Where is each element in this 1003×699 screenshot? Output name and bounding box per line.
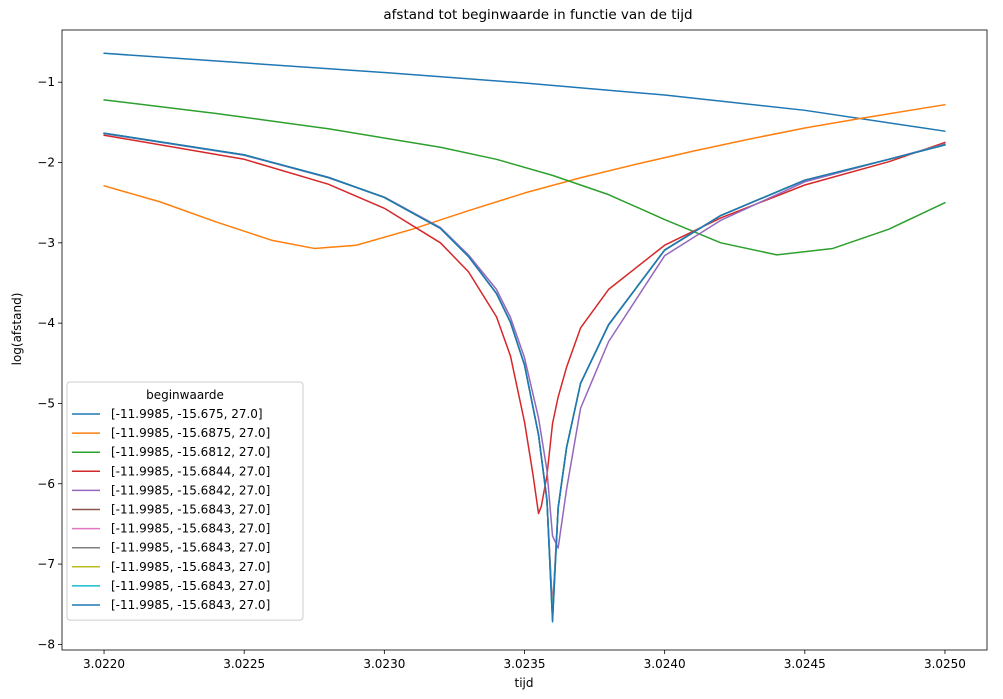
x-tick-label: 3.0220 [83, 657, 125, 671]
x-tick-label: 3.0240 [644, 657, 686, 671]
y-tick-label: −4 [37, 316, 55, 330]
legend-title: beginwaarde [146, 388, 224, 402]
series-line-2 [103, 103, 946, 250]
legend-item: [-11.9985, -15.6843, 27.0] [72, 579, 270, 593]
series-line-11 [103, 132, 946, 623]
legend-label: [-11.9985, -15.6843, 27.0] [111, 598, 270, 612]
legend-label: [-11.9985, -15.6812, 27.0] [111, 445, 270, 459]
y-tick-label: −3 [37, 236, 55, 250]
legend-item: [-11.9985, -15.6843, 27.0] [72, 541, 270, 555]
y-axis-label: log(afstand) [10, 293, 24, 366]
chart-title: afstand tot beginwaarde in functie van d… [383, 7, 692, 23]
y-axis: −8 −7 −6 −5 −4 −3 −2 −1 [37, 75, 62, 651]
y-tick-label: −1 [37, 75, 55, 89]
legend-item: [-11.9985, -15.6842, 27.0] [72, 483, 270, 497]
x-tick-label: 3.0235 [504, 657, 546, 671]
series-line-1 [103, 52, 946, 132]
legend-item: [-11.9985, -15.6875, 27.0] [72, 426, 270, 440]
legend-item: [-11.9985, -15.6812, 27.0] [72, 445, 270, 459]
legend-box [66, 381, 304, 621]
x-axis-label: tijd [515, 676, 534, 690]
series-line-3 [103, 99, 946, 256]
y-tick-label: −8 [37, 637, 55, 651]
legend-label: [-11.9985, -15.6844, 27.0] [111, 464, 270, 478]
x-axis: 3.0220 3.0225 3.0230 3.0235 3.0240 3.0245 3.02… [83, 650, 966, 671]
x-tick-label: 3.0245 [784, 657, 826, 671]
legend-label: [-11.9985, -15.6843, 27.0] [111, 560, 270, 574]
legend: beginwaarde [-11.9985, -15.675, 27.0] [-11… [66, 381, 304, 621]
y-tick-label: −5 [37, 396, 55, 410]
series-line-4 [103, 134, 946, 515]
legend-label: [-11.9985, -15.6842, 27.0] [111, 483, 270, 497]
legend-item: [-11.9985, -15.6843, 27.0] [72, 522, 270, 536]
legend-item: [-11.9985, -15.6843, 27.0] [72, 503, 270, 517]
plot-area [61, 29, 988, 651]
legend-label: [-11.9985, -15.6843, 27.0] [111, 503, 270, 517]
series-lines [103, 52, 946, 623]
x-tick-label: 3.0230 [363, 657, 405, 671]
legend-label: [-11.9985, -15.6843, 27.0] [111, 579, 270, 593]
legend-item: [-11.9985, -15.675, 27.0] [72, 407, 263, 421]
x-tick-label: 3.0225 [223, 657, 265, 671]
legend-label: [-11.9985, -15.6875, 27.0] [111, 426, 270, 440]
legend-label: [-11.9985, -15.6843, 27.0] [111, 522, 270, 536]
legend-label: [-11.9985, -15.675, 27.0] [111, 407, 263, 421]
y-tick-label: −2 [37, 156, 55, 170]
x-tick-label: 3.0250 [924, 657, 966, 671]
legend-item: [-11.9985, -15.6843, 27.0] [72, 560, 270, 574]
y-tick-label: −7 [37, 557, 55, 571]
legend-item: [-11.9985, -15.6844, 27.0] [72, 464, 270, 478]
y-tick-label: −6 [37, 477, 55, 491]
legend-item: [-11.9985, -15.6843, 27.0] [72, 598, 270, 612]
legend-label: [-11.9985, -15.6843, 27.0] [111, 541, 270, 555]
